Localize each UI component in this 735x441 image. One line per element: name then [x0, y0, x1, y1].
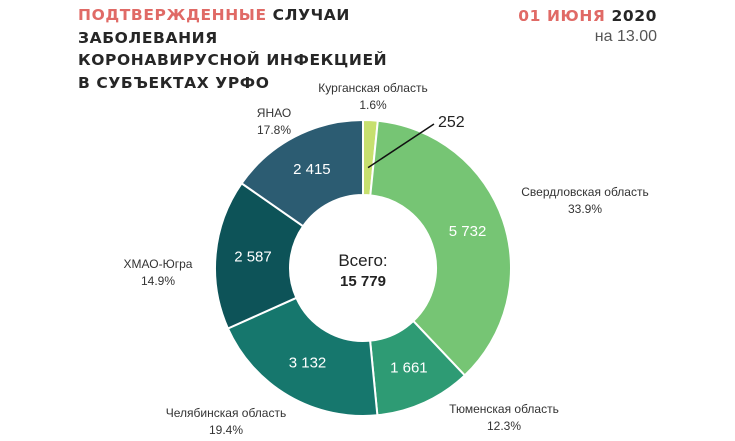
value-label-курганская-область: 252: [438, 114, 465, 131]
percent-label-янао: 17.8%: [257, 123, 291, 137]
percent-label-тюменская-область: 12.3%: [487, 419, 521, 433]
category-label-свердловская-область: Свердловская область: [521, 185, 648, 199]
segment-свердловская-область: [369, 119, 512, 377]
chart-title: ПОДТВЕРЖДЕННЫЕ СЛУЧАИ ЗАБОЛЕВАНИЯ КОРОНА…: [78, 4, 408, 94]
total-label: Всего:: [338, 251, 387, 270]
value-label-хмао-югра: 2 587: [234, 249, 272, 266]
title-line3: КОРОНАВИРУСНОЙ ИНФЕКЦИЕЙ: [78, 51, 388, 69]
total-value: 15 779: [340, 273, 386, 290]
title-line4: В СУБЪЕКТАХ УРФО: [78, 73, 270, 92]
value-label-свердловская-область: 5 732: [449, 223, 487, 240]
time-label: на 13.00: [594, 28, 657, 45]
title-rest-line1: СЛУЧАИ: [266, 6, 350, 24]
chart-category-labels: Курганская область 1.6% Свердловская облас…: [124, 81, 649, 437]
category-label-янао: ЯНАО: [257, 106, 291, 120]
percent-label-свердловская-область: 33.9%: [568, 202, 602, 216]
date-line: 01 ИЮНЯ 2020: [518, 5, 657, 27]
date-accent: 01 ИЮНЯ: [518, 7, 606, 25]
percent-label-хмао-югра: 14.9%: [141, 274, 175, 288]
segment-хмао-югра: [214, 181, 305, 330]
date-block: 01 ИЮНЯ 2020 на 13.00: [518, 5, 657, 47]
value-label-тюменская-область: 1 661: [390, 359, 428, 376]
percent-label-курганская-область: 1.6%: [359, 98, 387, 112]
percent-label-челябинская-область: 19.4%: [209, 423, 243, 437]
category-label-хмао-югра: ХМАО-Югра: [124, 257, 193, 271]
title-accent: ПОДТВЕРЖДЕННЫЕ: [78, 6, 267, 24]
category-label-челябинская-область: Челябинская область: [166, 406, 286, 420]
title-line2: ЗАБОЛЕВАНИЯ: [78, 28, 218, 47]
date-year: 2020: [605, 7, 657, 25]
value-label-янао: 2 415: [293, 161, 331, 178]
segment-янао: [240, 118, 364, 228]
value-label-челябинская-область: 3 132: [289, 355, 327, 372]
chart-value-labels: 252 5 732 1 661 3 132 2 587 2 415: [234, 114, 486, 376]
category-label-курганская-область: Курганская область: [318, 81, 427, 95]
chart-segments: [214, 118, 512, 417]
segment-челябинская-область: [226, 296, 379, 417]
callout-line-курганская-область: [367, 123, 435, 169]
category-label-тюменская-область: Тюменская область: [449, 402, 559, 416]
